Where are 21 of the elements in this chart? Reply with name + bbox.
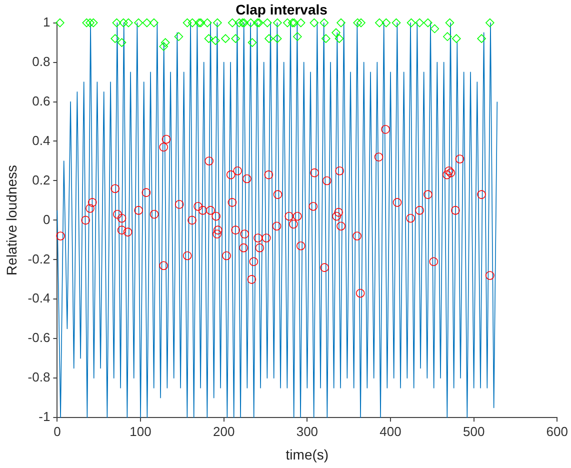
y-axis-title: Relative loudness (3, 164, 20, 276)
chart-title: Clap intervals (236, 1, 328, 18)
y-tick-label: -0.6 (28, 330, 50, 346)
y-tick-label: -0.4 (28, 290, 50, 306)
y-tick-label: -1 (38, 409, 50, 424)
x-tick-label: 0 (54, 424, 61, 439)
x-tick-label: 500 (462, 424, 485, 439)
y-tick-label: 0.6 (32, 93, 50, 108)
x-tick-label: 200 (213, 424, 235, 439)
x-tick-label: 300 (296, 424, 318, 439)
x-tick-label: 400 (380, 424, 402, 439)
x-tick-label: 100 (130, 424, 152, 439)
y-tick-label: 0 (42, 212, 50, 227)
y-tick-label: 0.8 (32, 54, 50, 69)
x-tick-label: 600 (546, 424, 568, 439)
y-tick-label: 0.2 (32, 172, 50, 188)
y-tick-label: -0.8 (28, 370, 50, 385)
x-axis-title: time(s) (286, 446, 329, 462)
y-tick-label: -0.2 (28, 251, 50, 266)
y-tick-label: 1 (42, 14, 50, 30)
y-tick-label: 0.4 (32, 132, 50, 148)
